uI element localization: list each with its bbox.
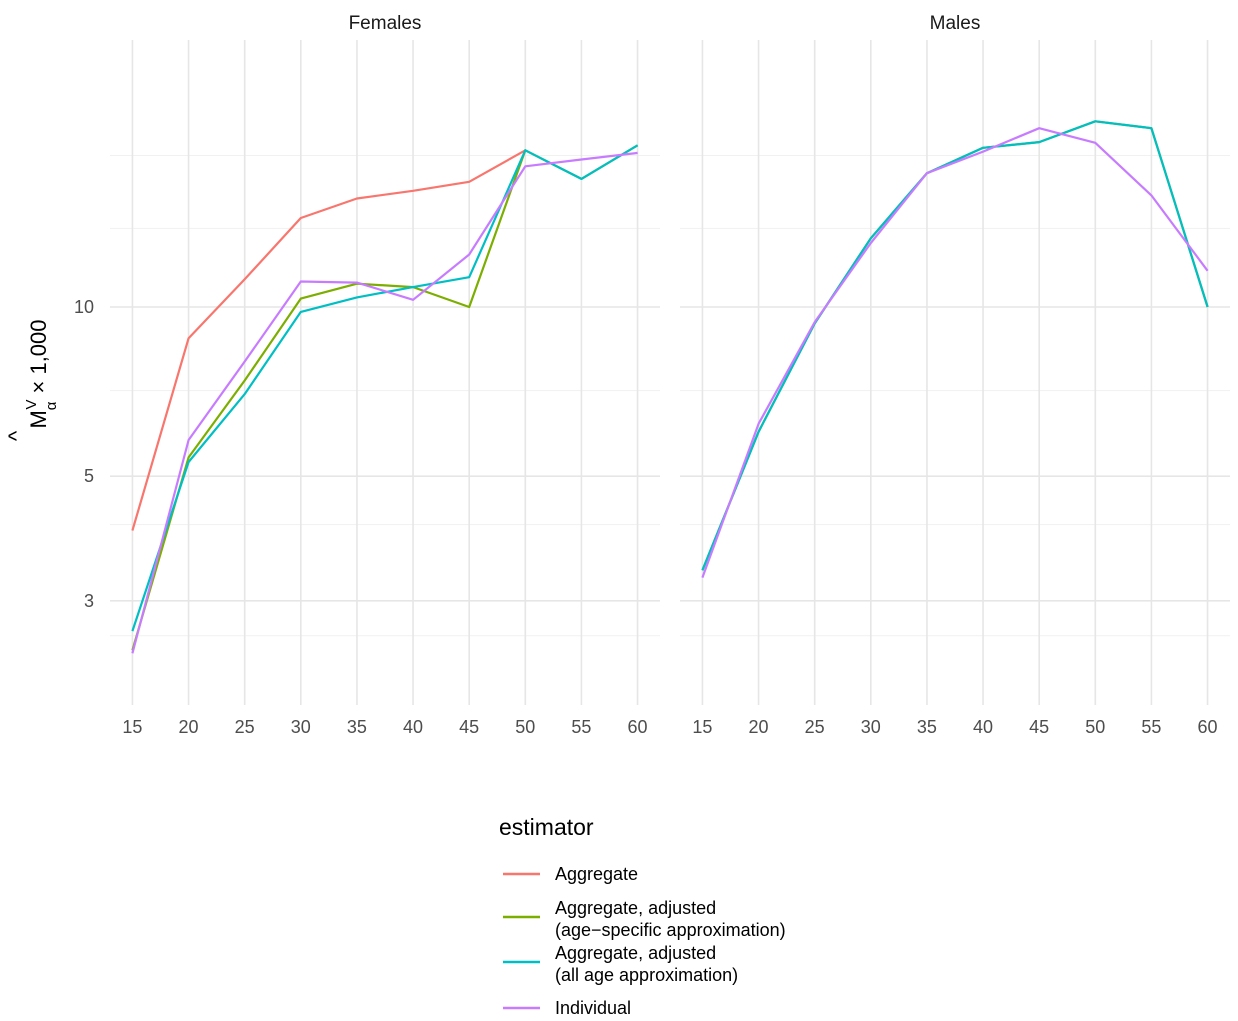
- x-tick-label: 25: [235, 717, 255, 737]
- series-line-ind: [131, 151, 638, 654]
- x-tick-label: 30: [861, 717, 881, 737]
- x-tick-label: 25: [805, 717, 825, 737]
- legend-item-age: Aggregate, adjusted(age−specific approxi…: [503, 898, 786, 940]
- legend-label: Aggregate, adjusted: [555, 943, 716, 963]
- y-tick-label: 3: [84, 591, 94, 611]
- x-tick-label: 35: [347, 717, 367, 737]
- x-tick-label: 30: [291, 717, 311, 737]
- y-label-sub: α: [43, 401, 60, 410]
- x-tick-label: 40: [403, 717, 423, 737]
- x-tick-label: 60: [1198, 717, 1218, 737]
- x-tick-label: 45: [1029, 717, 1049, 737]
- y-label-rest: × 1,000: [26, 319, 51, 393]
- x-tick-label: 35: [917, 717, 937, 737]
- series-line-age: [701, 120, 1209, 571]
- legend-title: estimator: [499, 814, 594, 840]
- series-line-all: [701, 120, 1209, 571]
- panel-males: Males 15 20 25 30 35 40 45 50 55 60: [680, 13, 1230, 737]
- y-axis-label: MαV × 1,000 ^: [4, 319, 60, 441]
- legend-label: Individual: [555, 998, 631, 1018]
- y-label-hat: ^: [4, 430, 29, 441]
- legend-item-agg: Aggregate: [503, 864, 638, 884]
- y-tick-label: 5: [84, 466, 94, 486]
- legend-label: (all age approximation): [555, 965, 738, 985]
- x-tick-label: 60: [628, 717, 648, 737]
- series-line-ind: [701, 127, 1209, 578]
- legend-label: Aggregate, adjusted: [555, 898, 716, 918]
- y-label-main: M: [26, 410, 51, 428]
- panel-title: Males: [930, 13, 981, 34]
- x-tick-label: 15: [122, 717, 142, 737]
- legend-label: (age−specific approximation): [555, 920, 786, 940]
- legend-item-ind: Individual: [503, 998, 631, 1018]
- x-tick-label: 20: [179, 717, 199, 737]
- series-line-agg: [131, 149, 526, 531]
- legend-item-all: Aggregate, adjusted(all age approximatio…: [503, 943, 738, 985]
- legend-label: Aggregate: [555, 864, 638, 884]
- x-tick-label: 45: [459, 717, 479, 737]
- x-tick-label: 50: [1085, 717, 1105, 737]
- y-tick-label: 10: [74, 297, 94, 317]
- x-tick-label: 55: [571, 717, 591, 737]
- x-tick-label: 40: [973, 717, 993, 737]
- y-label-sup: V: [23, 400, 40, 410]
- x-tick-label: 20: [749, 717, 769, 737]
- x-tick-label: 55: [1141, 717, 1161, 737]
- x-tick-label: 50: [515, 717, 535, 737]
- panel-title: Females: [349, 13, 422, 34]
- svg-text:MαV× 1,000: MαV × 1,000: [23, 319, 60, 428]
- series-line-all: [131, 144, 639, 632]
- series-line-age: [131, 144, 639, 651]
- x-tick-label: 15: [692, 717, 712, 737]
